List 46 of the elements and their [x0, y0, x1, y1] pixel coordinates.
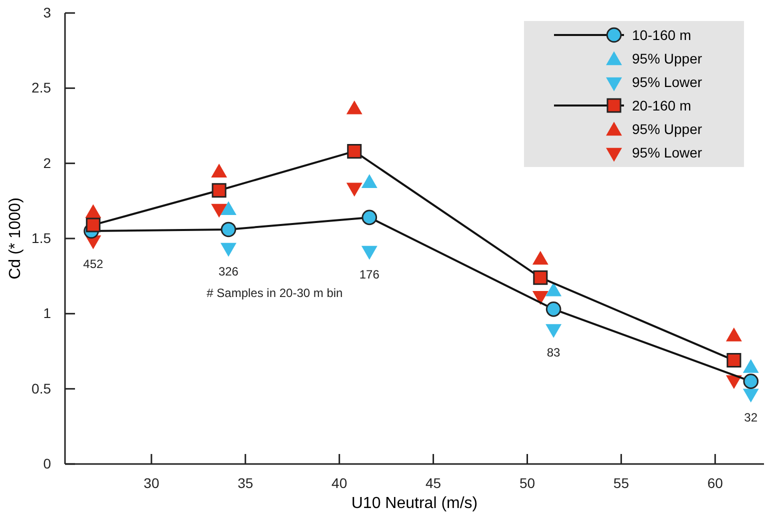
- legend-label: 95% Lower: [632, 74, 702, 90]
- legend-label: 95% Upper: [632, 50, 702, 66]
- x-tick-label: 30: [144, 474, 160, 491]
- y-tick-label: 1.5: [32, 230, 52, 246]
- x-tick-label: 60: [707, 474, 724, 491]
- annotation: 32: [744, 410, 758, 424]
- x-tick-label: 35: [238, 474, 254, 491]
- point: [361, 174, 378, 188]
- point: [212, 183, 226, 198]
- point: [85, 204, 102, 218]
- point: [743, 374, 759, 389]
- y-tick-label: 1: [43, 305, 52, 322]
- point: [742, 359, 759, 373]
- annotation: 176: [359, 268, 380, 282]
- x-tick-label: 55: [613, 474, 630, 491]
- point: [726, 353, 742, 368]
- point: [86, 218, 100, 232]
- annotation: # Samples in 20-30 m bin: [206, 286, 343, 300]
- x-axis-title: U10 Neutral (m/s): [351, 495, 478, 512]
- point: [726, 328, 742, 342]
- x-tick-label: 50: [519, 474, 536, 491]
- y-tick-label: 3: [43, 4, 52, 20]
- legend-label: 10-160 m: [632, 27, 692, 43]
- x-tick-label: 40: [332, 474, 348, 491]
- y-tick-label: 2: [43, 154, 52, 171]
- annotation: 83: [546, 346, 561, 360]
- point: [533, 270, 548, 285]
- annotation: 452: [83, 257, 104, 272]
- y-tick-label: 0.5: [32, 380, 52, 396]
- point: [346, 100, 362, 114]
- point: [211, 164, 228, 178]
- annotation: 326: [218, 264, 239, 279]
- point: [220, 222, 236, 238]
- y-tick-label: 0: [43, 455, 52, 472]
- y-axis-title: Cd (* 1000): [7, 198, 24, 280]
- point: [220, 201, 236, 216]
- point: [347, 144, 362, 159]
- point: [546, 282, 562, 296]
- point: [532, 250, 548, 265]
- point: [546, 302, 562, 317]
- legend-label: 20-160 m: [632, 98, 692, 114]
- legend-label: 95% Lower: [632, 144, 702, 160]
- point: [362, 210, 378, 226]
- x-tick-label: 45: [426, 474, 442, 491]
- legend-label: 95% Upper: [632, 121, 702, 137]
- y-tick-label: 2.5: [32, 80, 52, 96]
